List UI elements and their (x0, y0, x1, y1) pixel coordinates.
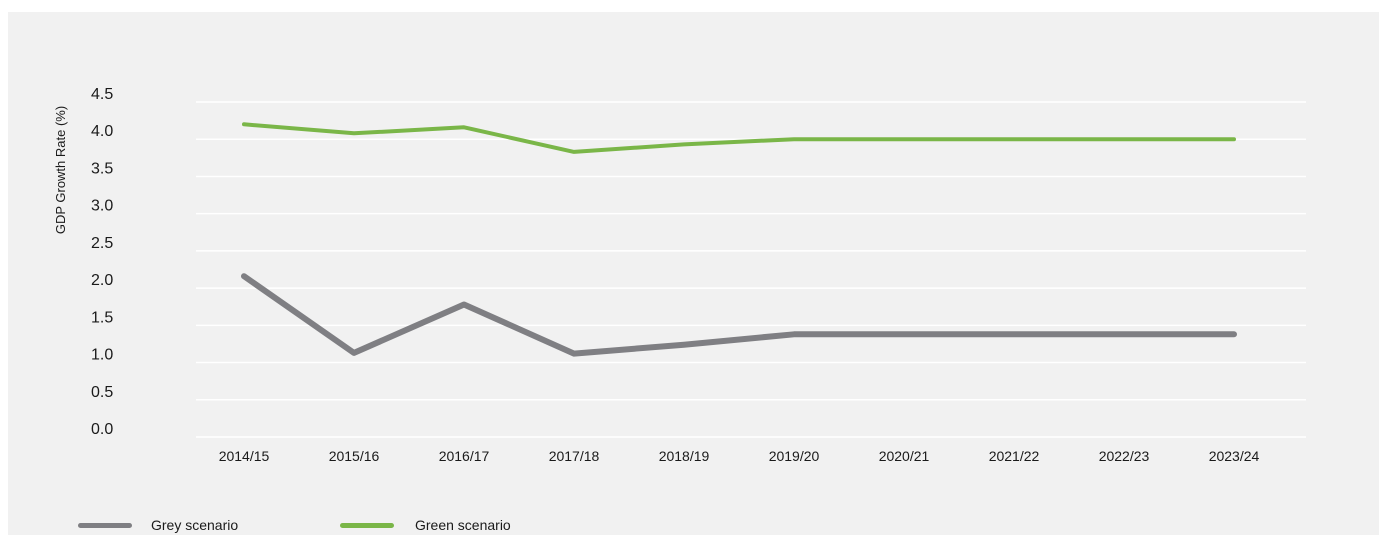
x-tick-labels: 2014/15 2015/16 2016/17 2017/18 2018/19 2019/… (219, 448, 1260, 464)
line-chart: 0.00.51.01.52.02.53.03.54.04.5 2014/15 20… (53, 86, 1306, 464)
grid-lines (196, 101, 1306, 438)
legend-label-green: Green scenario (415, 517, 511, 533)
x-tick-label: 2023/24 (1209, 448, 1260, 464)
x-tick-label: 2015/16 (329, 448, 380, 464)
x-tick-label: 2022/23 (1099, 448, 1150, 464)
x-tick-label: 2020/21 (879, 448, 930, 464)
y-tick-label: 4.5 (91, 86, 113, 103)
y-tick-label: 2.5 (91, 235, 113, 252)
y-tick-label: 1.5 (91, 309, 113, 326)
y-tick-label: 3.5 (91, 160, 113, 177)
series-line-green (242, 122, 1236, 154)
chart-panel: 0.0 0.5 1.0 1.5 2.0 2.5 3.0 3.5 4.0 4.5 2014/15 20… (8, 12, 1379, 535)
y-tick-label: 3.0 (91, 198, 113, 215)
y-tick-label: 4.0 (91, 123, 113, 140)
y-tick-label: 0.0 (91, 421, 113, 438)
legend-label-grey: Grey scenario (151, 517, 239, 533)
x-tick-label: 2019/20 (769, 448, 820, 464)
y-axis-title: GDP Growth Rate (%) (53, 106, 68, 234)
y-tick-labels: 0.0 0.5 1.0 1.5 2.0 2.5 3.0 3.5 4.0 4.5 (91, 86, 113, 438)
x-tick-label: 2018/19 (659, 448, 710, 464)
legend-item-grey: Grey scenario (78, 515, 238, 535)
x-tick-label: 2021/22 (989, 448, 1040, 464)
y-tick-label: 2.0 (91, 272, 113, 289)
legend-item-green: Green scenario (340, 515, 511, 535)
y-tick-label: 1.0 (91, 347, 113, 364)
series-lines (241, 122, 1237, 357)
legend-swatch-green (340, 522, 394, 528)
x-tick-label: 2017/18 (549, 448, 600, 464)
legend-swatch-grey (78, 522, 132, 528)
series-line-grey (241, 273, 1237, 357)
y-tick-label: 0.5 (91, 384, 113, 401)
x-tick-label: 2014/15 (219, 448, 270, 464)
x-tick-label: 2016/17 (439, 448, 490, 464)
